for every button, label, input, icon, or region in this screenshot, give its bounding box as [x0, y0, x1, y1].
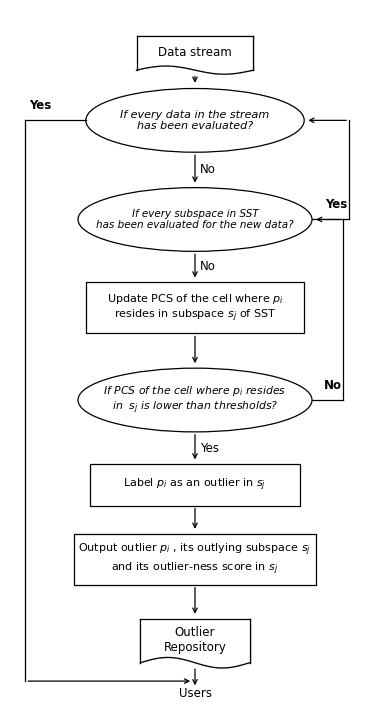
- Polygon shape: [140, 619, 250, 668]
- FancyBboxPatch shape: [74, 534, 316, 585]
- FancyBboxPatch shape: [86, 282, 304, 333]
- Ellipse shape: [78, 368, 312, 432]
- Text: Update PCS of the cell where $p_i$
resides in subspace $s_j$ of SST: Update PCS of the cell where $p_i$ resid…: [106, 292, 284, 324]
- Text: Yes: Yes: [200, 442, 219, 455]
- Text: If every data in the stream
has been evaluated?: If every data in the stream has been eva…: [121, 110, 269, 131]
- Text: No: No: [200, 261, 216, 273]
- Polygon shape: [136, 36, 254, 74]
- Text: Users: Users: [179, 687, 211, 700]
- Text: No: No: [324, 379, 342, 392]
- Ellipse shape: [86, 88, 304, 152]
- FancyBboxPatch shape: [90, 464, 300, 506]
- Ellipse shape: [78, 188, 312, 251]
- Text: Label $p_i$ as an outlier in $s_j$: Label $p_i$ as an outlier in $s_j$: [123, 476, 267, 493]
- Text: If every subspace in SST
has been evaluated for the new data?: If every subspace in SST has been evalua…: [96, 209, 294, 230]
- Text: No: No: [200, 164, 216, 176]
- Text: Outlier
Repository: Outlier Repository: [163, 626, 227, 653]
- Polygon shape: [136, 36, 254, 74]
- Text: Output outlier $p_i$ , its outlying subspace $s_j$
and its outlier-ness score in: Output outlier $p_i$ , its outlying subs…: [78, 542, 312, 577]
- Text: If PCS of the cell where $p_i$ resides
in  $s_j$ is lower than thresholds?: If PCS of the cell where $p_i$ resides i…: [103, 384, 287, 416]
- Polygon shape: [140, 619, 250, 668]
- Text: Data stream: Data stream: [158, 46, 232, 59]
- Text: Yes: Yes: [325, 198, 347, 211]
- Text: Yes: Yes: [29, 99, 51, 112]
